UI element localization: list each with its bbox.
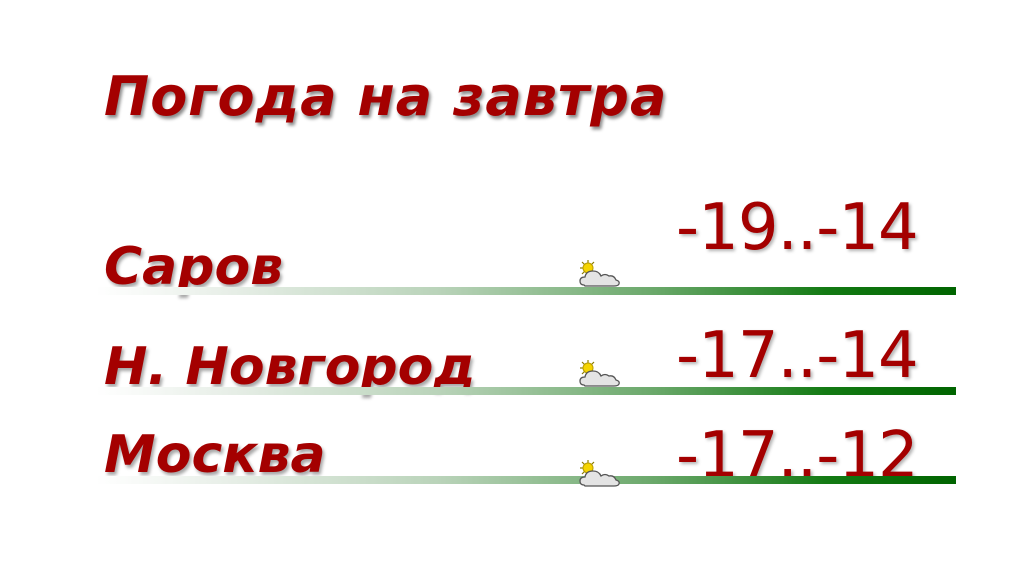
- temperature-range: -17..-14: [676, 319, 919, 393]
- gradient-bar: [96, 287, 956, 295]
- gradient-bar: [96, 387, 956, 395]
- city-name: Москва: [104, 425, 326, 485]
- page-title: Погода на завтра: [104, 65, 668, 128]
- city-name: Саров: [104, 237, 284, 297]
- city-name: Н. Новгород: [104, 337, 476, 397]
- partly-cloudy-icon: [579, 460, 620, 487]
- partly-cloudy-icon: [579, 260, 620, 287]
- gradient-bar: [96, 476, 956, 484]
- partly-cloudy-icon: [579, 360, 620, 387]
- temperature-range: -19..-14: [676, 191, 919, 265]
